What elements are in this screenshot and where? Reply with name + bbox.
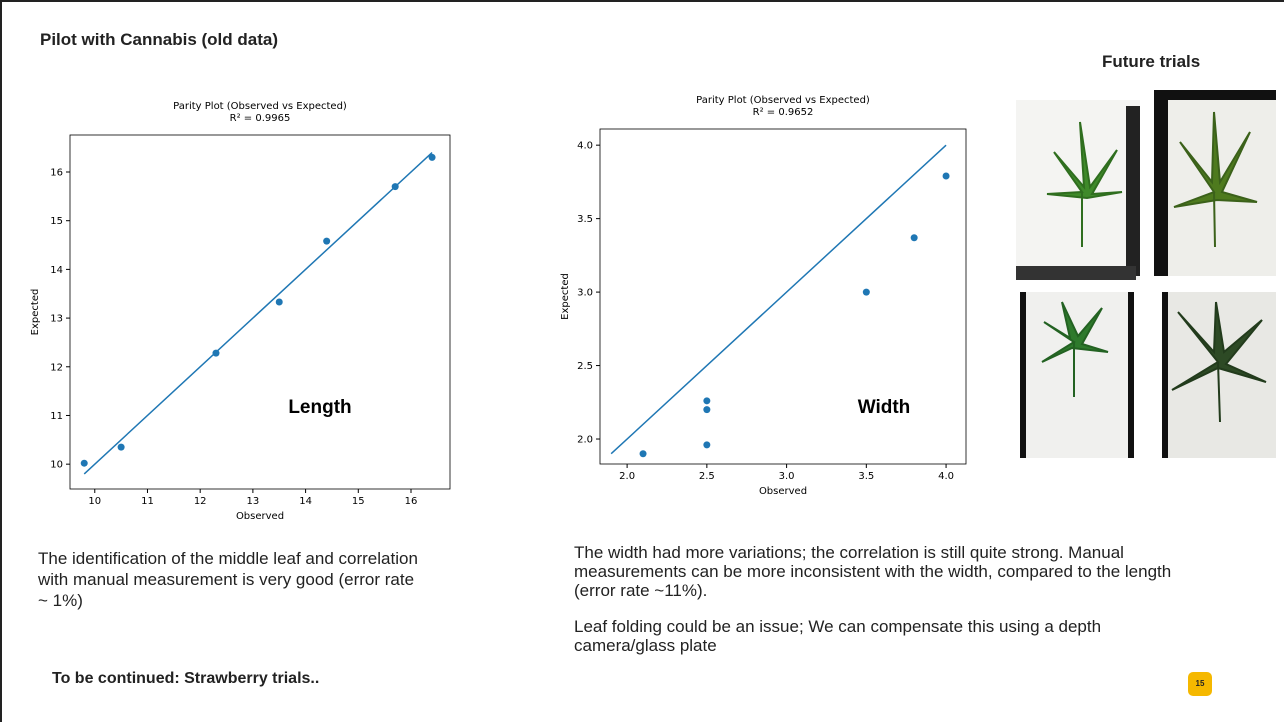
page-number: 15 — [1188, 672, 1212, 696]
point — [703, 406, 711, 414]
paragraph: Leaf folding could be an issue; We can c… — [574, 617, 1102, 655]
leaf-photos — [1016, 90, 1276, 458]
x-tick-label: 14 — [299, 496, 312, 507]
y-tick-label: 3.5 — [577, 214, 593, 225]
point — [323, 237, 331, 245]
annotation: Length — [288, 397, 351, 418]
x-tick-label: 10 — [88, 496, 101, 507]
x-tick-label: 2.0 — [619, 471, 635, 482]
x-tick-label: 2.5 — [699, 471, 715, 482]
chart-title: Parity Plot (Observed vs Expected) — [696, 95, 870, 106]
y-tick-label: 10 — [50, 460, 63, 471]
side-title: Future trials — [1102, 52, 1201, 71]
x-tick-label: 16 — [405, 496, 418, 507]
point — [862, 288, 870, 296]
chart-subtitle: R² = 0.9652 — [753, 107, 814, 118]
y-tick-label: 2.0 — [577, 435, 593, 446]
point — [703, 441, 711, 449]
fit-line — [83, 151, 433, 475]
y-tick-label: 2.5 — [577, 361, 593, 372]
x-axis-label: Observed — [236, 511, 284, 522]
x-tick-label: 4.0 — [938, 471, 954, 482]
point — [428, 153, 436, 161]
point — [80, 459, 88, 467]
x-tick-label: 15 — [352, 496, 365, 507]
y-tick-label: 15 — [50, 216, 63, 227]
fit-line — [610, 144, 947, 455]
y-axis-label: Expected — [560, 273, 571, 320]
x-tick-label: 13 — [247, 496, 260, 507]
point — [639, 450, 647, 458]
plot-frame — [599, 128, 967, 465]
plot-frame — [69, 134, 451, 490]
paragraph: The identification of the middle leaf an… — [38, 549, 418, 610]
point — [275, 298, 283, 306]
point — [117, 443, 125, 451]
footer-note: To be continued: Strawberry trials.. — [52, 670, 320, 687]
y-tick-label: 13 — [50, 314, 63, 325]
y-tick-label: 3.0 — [577, 288, 593, 299]
annotation: Width — [858, 397, 911, 418]
x-axis-label: Observed — [759, 486, 807, 497]
slide-title: Pilot with Cannabis (old data) — [40, 30, 278, 49]
y-tick-label: 14 — [50, 265, 63, 276]
y-tick-label: 16 — [50, 168, 63, 179]
y-tick-label: 12 — [50, 362, 63, 373]
chart-subtitle: R² = 0.9965 — [230, 113, 291, 124]
x-tick-label: 11 — [141, 496, 154, 507]
y-tick-label: 4.0 — [577, 141, 593, 152]
chart-title: Parity Plot (Observed vs Expected) — [173, 101, 347, 112]
point — [910, 234, 918, 242]
y-tick-label: 11 — [50, 411, 63, 422]
point — [942, 172, 950, 180]
x-tick-label: 3.5 — [858, 471, 874, 482]
point — [703, 397, 711, 405]
point — [212, 349, 220, 357]
x-tick-label: 12 — [194, 496, 207, 507]
point — [391, 183, 399, 191]
x-tick-label: 3.0 — [779, 471, 795, 482]
paragraph: The width had more variations; the corre… — [574, 543, 1172, 600]
y-axis-label: Expected — [30, 289, 41, 336]
